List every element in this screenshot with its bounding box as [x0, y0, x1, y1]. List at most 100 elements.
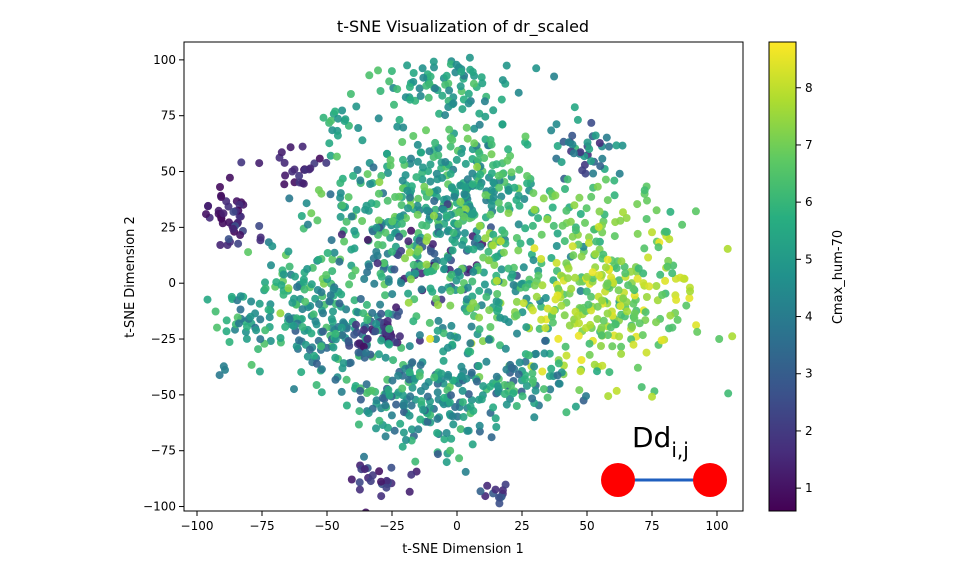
scatter-point: [617, 342, 626, 351]
scatter-point: [402, 436, 410, 444]
scatter-point: [481, 191, 490, 200]
scatter-point: [293, 283, 302, 291]
scatter-point: [504, 186, 513, 195]
scatter-point: [449, 99, 458, 108]
scatter-point: [495, 499, 504, 508]
scatter-point: [469, 245, 478, 254]
scatter-point: [373, 259, 382, 268]
scatter-point: [661, 276, 670, 285]
scatter-point: [386, 161, 395, 170]
scatter-point: [298, 323, 307, 331]
scatter-point: [530, 362, 539, 371]
scatter-point: [568, 131, 577, 140]
scatter-point: [553, 291, 562, 300]
scatter-point: [219, 362, 228, 371]
scatter-point: [500, 229, 509, 238]
scatter-point: [303, 220, 312, 229]
scatter-point: [412, 173, 421, 182]
scatter-point: [344, 193, 353, 202]
scatter-point: [234, 319, 243, 328]
scatter-point: [252, 326, 261, 335]
x-tick-label: −75: [249, 519, 274, 533]
scatter-point: [329, 343, 338, 352]
scatter-point: [415, 336, 424, 345]
scatter-point: [362, 348, 370, 357]
scatter-point: [522, 323, 531, 332]
scatter-point: [464, 89, 473, 98]
x-tick-label: 0: [453, 519, 461, 533]
scatter-point: [415, 372, 424, 380]
scatter-point: [430, 373, 439, 382]
scatter-point: [395, 232, 404, 241]
scatter-point: [595, 139, 604, 147]
scatter-point: [331, 375, 340, 384]
scatter-point: [416, 92, 425, 100]
scatter-point: [322, 158, 331, 167]
scatter-point: [280, 180, 289, 189]
scatter-point: [497, 95, 506, 104]
scatter-point: [575, 386, 584, 395]
x-tick-label: −50: [314, 519, 339, 533]
scatter-point: [413, 201, 422, 210]
scatter-point: [381, 401, 390, 410]
scatter-point: [614, 286, 623, 295]
scatter-point: [426, 160, 435, 169]
scatter-point: [433, 429, 442, 437]
scatter-point: [425, 147, 434, 156]
scatter-point: [276, 309, 285, 318]
scatter-point: [227, 292, 236, 301]
scatter-point: [474, 395, 483, 404]
scatter-point: [633, 363, 642, 372]
scatter-point: [337, 290, 346, 299]
scatter-point: [433, 388, 442, 397]
x-tick-label: −100: [181, 519, 214, 533]
scatter-point: [483, 481, 492, 490]
scatter-point: [575, 193, 584, 202]
scatter-point: [358, 136, 367, 145]
scatter-point: [428, 240, 437, 249]
scatter-point: [552, 242, 561, 250]
scatter-point: [629, 299, 638, 308]
scatter-point: [723, 244, 732, 253]
scatter-point: [291, 272, 299, 281]
scatter-point: [420, 182, 429, 191]
scatter-point: [437, 285, 446, 294]
scatter-point: [555, 379, 564, 388]
scatter-point: [374, 216, 383, 225]
scatter-point: [429, 153, 438, 161]
scatter-point: [550, 72, 559, 81]
scatter-point: [428, 287, 437, 296]
scatter-point: [285, 262, 294, 271]
scatter-point: [261, 326, 270, 335]
scatter-point: [437, 369, 446, 378]
scatter-point: [404, 204, 412, 213]
scatter-point: [494, 198, 503, 207]
scatter-point: [356, 386, 365, 395]
scatter-point: [560, 237, 569, 246]
scatter-point: [393, 85, 402, 94]
scatter-point: [423, 206, 431, 215]
scatter-point: [481, 112, 490, 121]
scatter-point: [327, 236, 336, 245]
scatter-point: [379, 259, 388, 268]
scatter-point: [456, 425, 465, 434]
scatter-point: [554, 284, 563, 293]
scatter-point: [407, 401, 416, 410]
scatter-point: [406, 95, 415, 104]
scatter-point: [407, 425, 416, 434]
scatter-point: [439, 329, 448, 338]
scatter-point: [468, 292, 477, 301]
scatter-point: [561, 342, 570, 351]
scatter-point: [645, 282, 654, 291]
scatter-point: [430, 197, 439, 205]
scatter-point: [617, 349, 626, 358]
scatter-point: [447, 183, 456, 192]
scatter-point: [423, 392, 432, 401]
scatter-point: [256, 315, 265, 324]
scatter-point: [514, 88, 523, 97]
scatter-point: [362, 508, 370, 511]
scatter-point: [523, 172, 532, 180]
scatter-point: [427, 267, 435, 276]
scatter-point: [465, 53, 474, 62]
